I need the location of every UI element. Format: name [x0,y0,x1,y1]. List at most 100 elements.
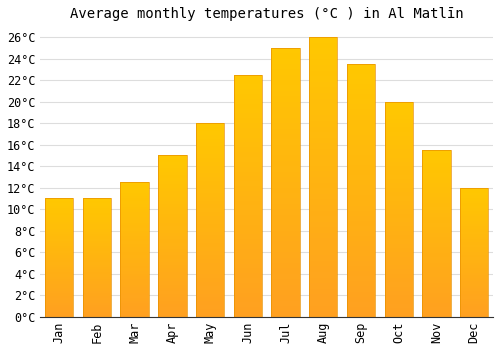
Bar [158,259,186,262]
Bar [384,140,413,145]
Bar [120,236,149,239]
Bar [158,175,186,178]
Bar [460,198,488,201]
Bar [309,166,338,172]
Bar [196,185,224,189]
Bar [384,192,413,196]
Bar [196,262,224,266]
Bar [120,258,149,260]
Bar [460,208,488,211]
Bar [272,220,299,225]
Bar [83,279,111,281]
Bar [45,310,74,312]
Bar [272,118,299,123]
Bar [120,298,149,301]
Bar [309,127,338,132]
Bar [272,161,299,166]
Bar [45,279,74,281]
Bar [120,268,149,271]
Bar [234,75,262,317]
Bar [384,304,413,308]
Bar [384,218,413,222]
Bar [460,291,488,294]
Bar [309,116,338,121]
Bar [384,145,413,149]
Bar [196,123,224,127]
Bar [309,76,338,82]
Bar [158,310,186,314]
Bar [384,257,413,261]
Bar [120,239,149,241]
Bar [384,235,413,239]
Bar [422,187,450,190]
Bar [347,185,375,190]
Bar [347,140,375,145]
Bar [347,261,375,266]
Bar [196,274,224,278]
Bar [384,300,413,304]
Bar [83,307,111,310]
Bar [158,236,186,239]
Bar [196,309,224,313]
Bar [158,268,186,272]
Bar [234,89,262,94]
Bar [384,175,413,179]
Bar [196,278,224,282]
Bar [158,197,186,201]
Bar [234,162,262,167]
Bar [422,150,450,153]
Bar [158,262,186,265]
Bar [309,48,338,54]
Bar [234,205,262,210]
Bar [158,210,186,214]
Bar [460,188,488,190]
Bar [384,114,413,119]
Bar [422,157,450,160]
Bar [120,295,149,298]
Bar [384,153,413,158]
Bar [234,220,262,225]
Bar [272,247,299,252]
Bar [272,268,299,274]
Bar [309,278,338,283]
Bar [272,69,299,75]
Bar [83,305,111,307]
Bar [347,201,375,205]
Bar [460,273,488,275]
Bar [45,234,74,236]
Bar [45,314,74,317]
Bar [347,216,375,221]
Bar [196,232,224,236]
Bar [234,307,262,312]
Bar [384,149,413,153]
Bar [196,216,224,220]
Bar [196,142,224,146]
Bar [347,195,375,201]
Bar [384,183,413,188]
Bar [120,193,149,196]
Bar [158,285,186,288]
Bar [120,271,149,274]
Bar [120,233,149,236]
Bar [120,182,149,317]
Bar [347,84,375,89]
Bar [120,188,149,190]
Bar [158,278,186,281]
Bar [83,201,111,203]
Bar [347,190,375,195]
Bar [45,229,74,232]
Bar [422,160,450,163]
Bar [45,293,74,295]
Bar [196,197,224,201]
Bar [45,295,74,298]
Bar [309,71,338,76]
Bar [347,114,375,120]
Bar [234,186,262,191]
Bar [460,221,488,224]
Bar [460,278,488,281]
Bar [309,54,338,60]
Bar [272,204,299,209]
Bar [196,158,224,162]
Bar [272,123,299,128]
Bar [196,255,224,259]
